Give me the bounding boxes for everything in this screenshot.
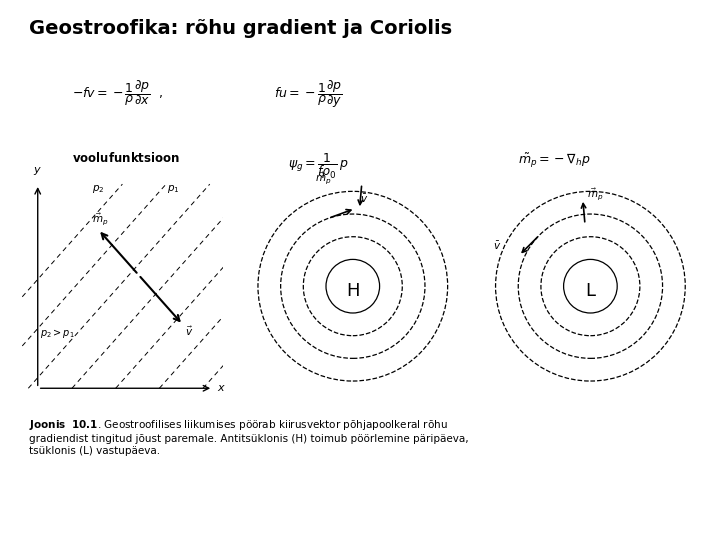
Text: L: L — [585, 282, 595, 300]
Text: $\bar{v}$: $\bar{v}$ — [493, 240, 501, 252]
Text: $\vec{m}_p$: $\vec{m}_p$ — [587, 186, 603, 201]
Text: $\psi_g = \dfrac{1}{f\rho_0}\, p$: $\psi_g = \dfrac{1}{f\rho_0}\, p$ — [288, 151, 348, 181]
Text: $y$: $y$ — [33, 165, 42, 177]
Text: $\vec{v}$: $\vec{v}$ — [185, 325, 193, 338]
Text: $\mathbf{Joonis\ \ 10.1}$. Geostroofilises liikumises pöörab kiirusvektor põhjap: $\mathbf{Joonis\ \ 10.1}$. Geostroofilis… — [29, 418, 469, 456]
Text: $p_1$: $p_1$ — [167, 183, 179, 195]
Text: $\tilde{m}_p = -\nabla_h p$: $\tilde{m}_p = -\nabla_h p$ — [518, 151, 591, 170]
Text: $x$: $x$ — [217, 383, 226, 393]
Text: $p_2$: $p_2$ — [92, 183, 104, 195]
Text: $-fv = -\dfrac{1}{\rho}\dfrac{\partial p}{\partial x}$  ,: $-fv = -\dfrac{1}{\rho}\dfrac{\partial p… — [72, 78, 163, 108]
Text: $\bar{v}$: $\bar{v}$ — [361, 193, 369, 205]
Text: Geostroofika: rõhu gradient ja Coriolis: Geostroofika: rõhu gradient ja Coriolis — [29, 19, 452, 38]
Text: $fu = -\dfrac{1}{\rho}\dfrac{\partial p}{\partial y}$: $fu = -\dfrac{1}{\rho}\dfrac{\partial p}… — [274, 78, 343, 110]
Text: H: H — [346, 282, 359, 300]
Text: $\vec{m}_p$: $\vec{m}_p$ — [315, 170, 332, 186]
Text: $\mathbf{voolufunktsioon}$: $\mathbf{voolufunktsioon}$ — [72, 151, 180, 165]
Text: $\vec{m}_p$: $\vec{m}_p$ — [92, 212, 109, 227]
Text: $p_2 > p_1$: $p_2 > p_1$ — [40, 327, 74, 340]
